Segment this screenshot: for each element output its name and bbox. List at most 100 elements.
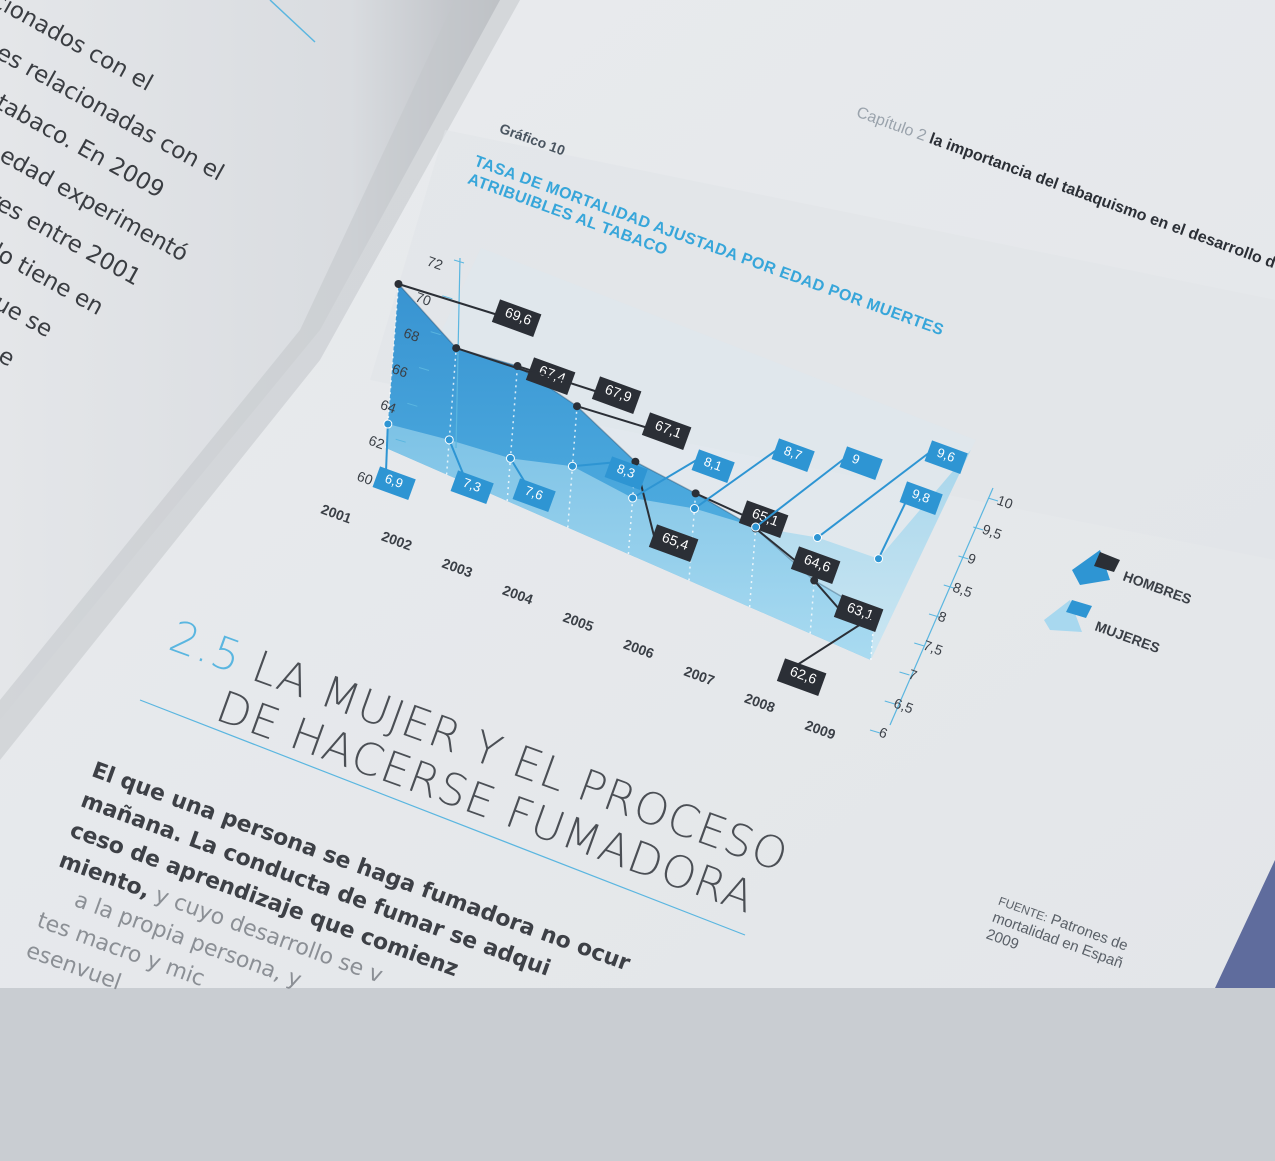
hombres-label-box (790, 546, 841, 584)
mujeres-data-label: 8,1 (702, 454, 724, 474)
right-axis-tick (884, 700, 895, 705)
mortality-chart: 6062646668707266,577,588,599,51020012002… (319, 248, 1194, 743)
hombres-point (452, 344, 461, 353)
x-axis-tick-label: 2002 (379, 528, 414, 554)
x-guide (748, 528, 757, 608)
left-axis-line (455, 257, 461, 449)
mujeres-data-label: 7,3 (461, 475, 483, 495)
hombres-point (573, 402, 582, 411)
mujeres-data-label: 9 (850, 451, 862, 468)
right-axis-tick (869, 729, 881, 734)
left-axis-tick-label: 72 (425, 253, 445, 273)
hombres-label-box (738, 500, 789, 538)
right-axis-tick-label: 9 (965, 550, 978, 568)
hombres-label-box (648, 524, 699, 562)
mujeres-label-box (512, 478, 556, 513)
mujeres-data-label: 6,9 (383, 471, 405, 491)
left-axis-tick-label: 62 (367, 432, 387, 452)
left-axis-tick-label: 66 (390, 360, 410, 380)
hombres-connector (813, 579, 841, 611)
hombres-connector (695, 492, 746, 517)
mujeres-point (689, 504, 699, 514)
x-axis-tick-label: 2004 (500, 582, 535, 608)
left-axis-tick (395, 438, 406, 443)
left-rule (269, 0, 316, 43)
mujeres-data-label: 7,6 (523, 483, 545, 503)
gutter-shadow (0, 0, 520, 760)
left-axis-tick-label: 64 (378, 396, 398, 416)
right-axis-tick-label: 6 (877, 724, 890, 742)
mujeres-connector (632, 454, 706, 499)
right-axis-tick (899, 671, 910, 676)
mujeres-point (567, 461, 577, 471)
x-axis-tick-label: 2006 (621, 636, 656, 662)
mujeres-data-label: 8,3 (615, 461, 637, 481)
right-axis-tick-label: 8,5 (951, 579, 975, 601)
x-axis-tick-label: 2003 (440, 555, 475, 581)
mujeres-point (812, 533, 822, 543)
hombres-label-box (591, 376, 642, 414)
mujeres-label-box (839, 446, 883, 481)
mujeres-label-box (450, 470, 494, 505)
mujeres-connector (385, 423, 389, 473)
legend-hombres-swatch-dark (1094, 552, 1120, 572)
mujeres-label-box (691, 449, 735, 484)
hombres-label-box (491, 299, 542, 337)
mujeres-data-label: 9,8 (910, 486, 932, 506)
right-axis-tick-label: 10 (995, 492, 1015, 512)
mujeres-point (873, 554, 883, 564)
x-axis-tick-label: 2009 (803, 717, 838, 743)
hombres-connector (576, 405, 649, 429)
left-axis-tick (442, 295, 453, 300)
hombres-point (691, 489, 700, 498)
mujeres-data-label: 8,7 (782, 443, 804, 463)
hombres-label-box (776, 658, 827, 696)
left-axis-tick-label: 60 (355, 468, 375, 488)
mujeres-connector (755, 451, 854, 528)
mujeres-label-box (372, 466, 416, 501)
right-axis-tick-label: 6,5 (892, 695, 916, 717)
legend-mujeres-swatch-blue (1066, 600, 1092, 618)
mujeres-label-box (899, 481, 943, 516)
right-axis-tick (943, 584, 954, 589)
right-axis-tick (987, 497, 999, 502)
x-axis-tick-label: 2008 (742, 690, 777, 716)
legend-label-hombres: HOMBRES (1121, 568, 1194, 608)
mujeres-point (751, 522, 761, 532)
hombres-connector (517, 365, 599, 393)
book-edge (1215, 860, 1275, 988)
legend-label-mujeres: MUJERES (1093, 618, 1162, 656)
x-guide (506, 365, 519, 502)
hombres-point (810, 576, 819, 585)
mujeres-connector (448, 439, 465, 477)
mujeres-point (628, 493, 638, 503)
hombres-connector (398, 283, 499, 316)
right-axis-tick (928, 613, 940, 618)
right-axis-tick (958, 555, 969, 560)
hombres-point (870, 611, 879, 620)
right-axis-tick (914, 642, 925, 647)
mujeres-point (383, 419, 393, 429)
right-axis-tick (973, 526, 984, 531)
right-axis-tick-label: 7 (906, 666, 919, 684)
hombres-point (513, 362, 522, 371)
hombres-label-box (641, 412, 692, 450)
mujeres-label-box (604, 456, 648, 491)
right-axis-tick-label: 8 (936, 608, 949, 626)
hombres-point (394, 280, 403, 288)
right-axis-tick-label: 7,5 (921, 637, 945, 659)
x-axis-tick-label: 2005 (561, 609, 596, 635)
mujeres-point (505, 453, 515, 463)
hombres-point (631, 457, 640, 466)
x-axis-tick-label: 2007 (682, 663, 717, 689)
left-axis-tick (407, 402, 418, 407)
mujeres-data-label: 9,6 (935, 445, 957, 465)
mujeres-label-box (924, 440, 968, 475)
mujeres-label-box (771, 438, 815, 473)
x-axis-tick-label: 2001 (319, 501, 354, 527)
mujeres-connector (816, 445, 939, 539)
hombres-label-box (833, 594, 884, 632)
left-axis-tick (453, 259, 465, 264)
left-axis-tick-label: 68 (402, 324, 422, 344)
mujeres-point (444, 435, 454, 445)
